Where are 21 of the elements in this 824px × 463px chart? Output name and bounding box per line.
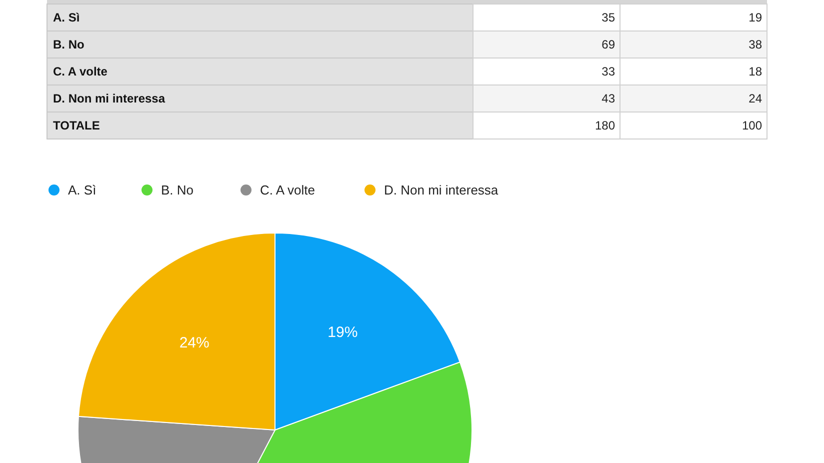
data-label: 24 — [748, 92, 762, 106]
legend-label: B. No — [161, 182, 194, 198]
data-label: 38 — [748, 38, 762, 52]
data-label: 43 — [602, 92, 616, 106]
category-label: D. Non mi interessa — [53, 92, 166, 106]
legend-label: C. A volte — [260, 182, 315, 198]
category-label: B. No — [53, 38, 84, 52]
data-label: 18 — [748, 64, 762, 78]
category-label: TOTALE — [53, 118, 100, 132]
data-label: 69 — [602, 38, 616, 52]
text: 24% — [179, 334, 210, 352]
category-label: A. Sì — [53, 10, 80, 24]
text: 19% — [328, 324, 358, 342]
data-label: 33 — [602, 64, 616, 78]
legend-label: A. Sì — [68, 182, 96, 198]
data-label: 19 — [748, 10, 762, 24]
category-label: C. A volte — [53, 64, 108, 78]
data-label: 35 — [602, 10, 616, 24]
legend-label: D. Non mi interessa — [384, 182, 499, 198]
data-label: 100 — [742, 118, 762, 132]
data-label: 180 — [594, 118, 616, 132]
